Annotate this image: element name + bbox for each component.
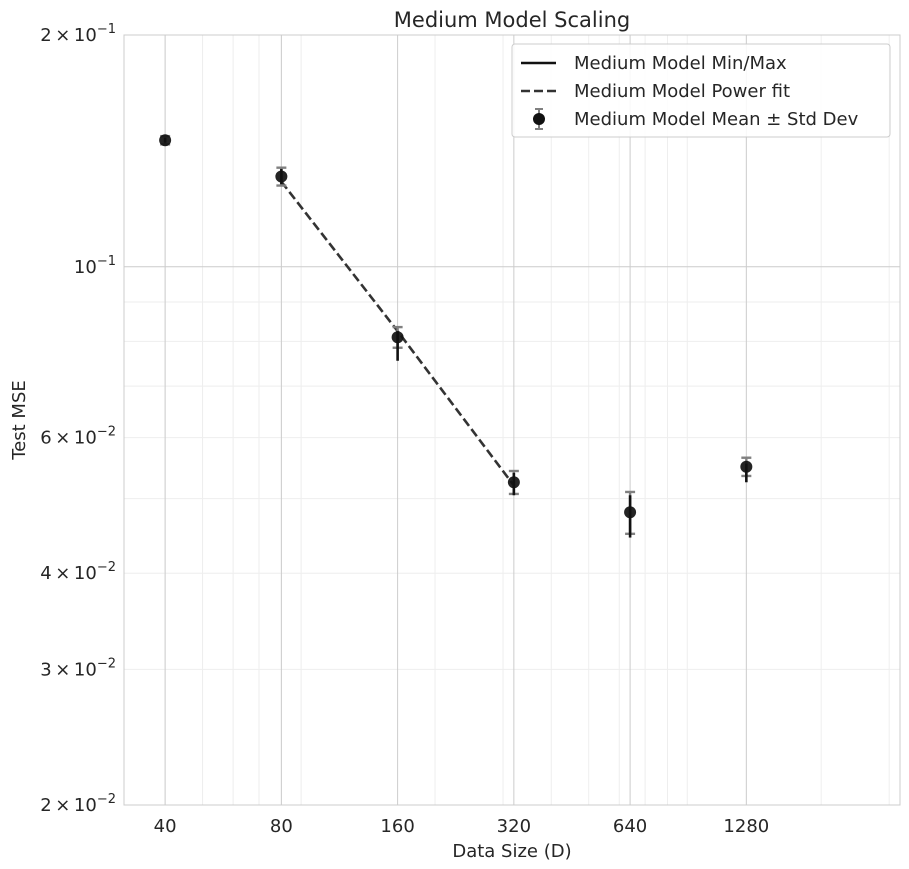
y-tick-label: 10−1 bbox=[74, 254, 116, 278]
legend: Medium Model Min/Max Medium Model Power … bbox=[511, 43, 891, 138]
x-tick-label: 640 bbox=[613, 816, 647, 837]
x-tick-labels: 40 80 160 320 640 1280 bbox=[154, 816, 770, 837]
mean-point bbox=[159, 134, 172, 147]
legend-errorbar-label: Medium Model Mean ± Std Dev bbox=[574, 109, 859, 130]
mean-point bbox=[507, 476, 520, 489]
grid-major bbox=[124, 35, 900, 805]
points-group bbox=[159, 134, 753, 519]
y-tick-label: 4 × 10−2 bbox=[40, 560, 116, 584]
y-tick-label: 2 × 10−1 bbox=[40, 22, 116, 46]
y-axis-label: Test MSE bbox=[9, 380, 30, 461]
y-tick-label: 6 × 10−2 bbox=[40, 425, 116, 449]
x-tick-label: 160 bbox=[380, 816, 414, 837]
y-tick-labels: 2 × 10−1 10−1 6 × 10−2 4 × 10−2 3 × 10−2 2 × … bbox=[40, 22, 116, 816]
mean-point bbox=[624, 506, 637, 519]
plot-frame bbox=[123, 34, 901, 806]
x-axis-label: Data Size (D) bbox=[452, 841, 571, 862]
legend-frame bbox=[511, 43, 891, 138]
x-tick-label: 320 bbox=[497, 816, 531, 837]
x-tick-label: 1280 bbox=[723, 816, 769, 837]
x-tick-label: 40 bbox=[154, 816, 177, 837]
legend-minmax-label: Medium Model Min/Max bbox=[574, 53, 787, 74]
grid-minor bbox=[124, 35, 900, 805]
y-tick-label: 3 × 10−2 bbox=[40, 656, 116, 680]
mean-point bbox=[740, 460, 753, 473]
y-tick-label: 2 × 10−2 bbox=[40, 792, 116, 816]
legend-errorbar-swatch-marker bbox=[533, 113, 545, 125]
x-tick-label: 80 bbox=[270, 816, 293, 837]
chart-title: Medium Model Scaling bbox=[394, 8, 630, 32]
mean-point bbox=[391, 331, 404, 344]
legend-fit-label: Medium Model Power fit bbox=[574, 81, 790, 102]
errorbar-group bbox=[160, 134, 752, 538]
mean-point bbox=[275, 170, 288, 183]
